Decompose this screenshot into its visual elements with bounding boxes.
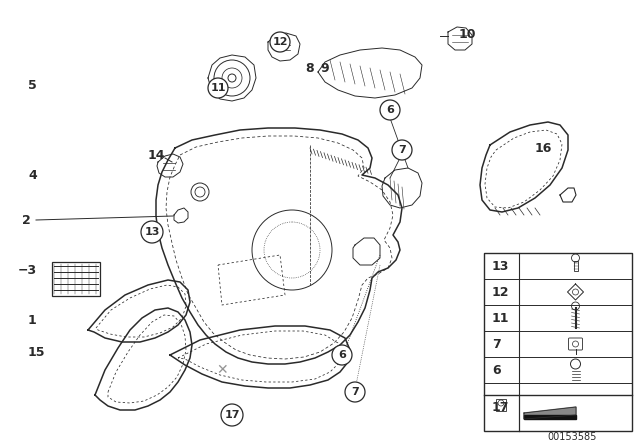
Text: 11: 11 <box>492 311 509 324</box>
Text: 12: 12 <box>492 285 509 298</box>
Text: 9: 9 <box>320 61 328 74</box>
Text: 5: 5 <box>28 78 36 91</box>
Text: 11: 11 <box>211 83 226 93</box>
Text: 15: 15 <box>28 345 45 358</box>
Circle shape <box>392 140 412 160</box>
Text: 00153585: 00153585 <box>548 432 597 442</box>
Text: 8: 8 <box>305 61 314 74</box>
Text: 1: 1 <box>28 314 36 327</box>
Text: 17: 17 <box>224 410 240 420</box>
Polygon shape <box>524 415 576 419</box>
Circle shape <box>345 382 365 402</box>
Text: 17: 17 <box>492 401 509 414</box>
Text: 7: 7 <box>351 387 359 397</box>
Text: 4: 4 <box>28 168 36 181</box>
Text: 6: 6 <box>338 350 346 360</box>
Text: −3: −3 <box>18 263 37 276</box>
Bar <box>52 262 100 296</box>
Text: 16: 16 <box>535 142 552 155</box>
Text: 6: 6 <box>492 363 500 376</box>
Circle shape <box>221 404 243 426</box>
Circle shape <box>332 345 352 365</box>
Text: 7: 7 <box>492 337 500 350</box>
Text: 7: 7 <box>398 145 406 155</box>
Bar <box>573 261 577 271</box>
Circle shape <box>380 100 400 120</box>
Text: 2: 2 <box>22 214 31 227</box>
Polygon shape <box>524 407 576 419</box>
Circle shape <box>208 78 228 98</box>
Text: ✕: ✕ <box>216 363 228 377</box>
Text: 14: 14 <box>148 148 166 161</box>
Text: 13: 13 <box>492 259 509 272</box>
Text: 10: 10 <box>459 27 477 40</box>
Circle shape <box>270 32 290 52</box>
Text: 6: 6 <box>386 105 394 115</box>
Bar <box>496 399 506 411</box>
Bar <box>484 253 632 431</box>
Text: 13: 13 <box>144 227 160 237</box>
Text: 12: 12 <box>272 37 288 47</box>
Circle shape <box>141 221 163 243</box>
